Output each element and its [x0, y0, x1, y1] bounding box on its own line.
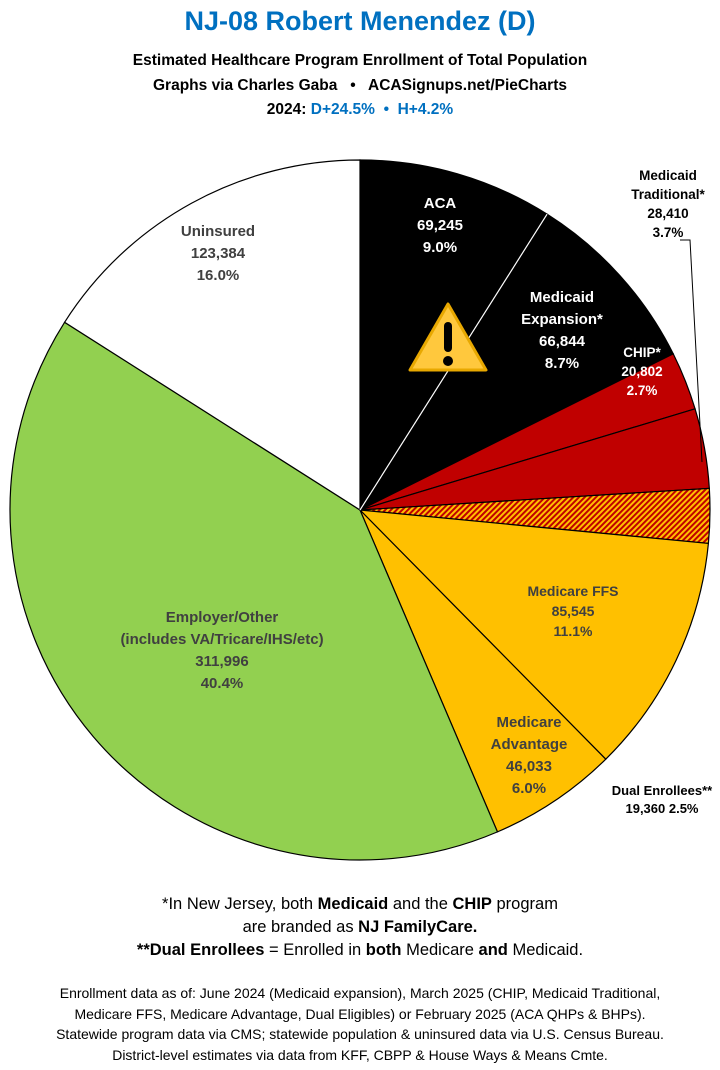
slice-label: 16.0% — [197, 267, 240, 284]
note-text: and the — [388, 895, 453, 913]
slice-label: 66,844 — [539, 333, 586, 350]
slice-label: 11.1% — [554, 623, 593, 639]
slice-label: Dual Enrollees** — [612, 783, 713, 798]
slice-label: 19,360 2.5% — [625, 801, 698, 816]
note-text: *In New Jersey, both — [162, 895, 318, 913]
slice-label: 9.0% — [423, 239, 457, 256]
credit-line: Graphs via Charles Gaba • ACASignups.net… — [153, 77, 567, 94]
footer-line: Statewide program data via CMS; statewid… — [56, 1026, 664, 1042]
chart-title: NJ-08 Robert Menendez (D) — [184, 6, 536, 36]
note-bold: and — [478, 941, 508, 959]
slice-label: 311,996 — [195, 653, 248, 670]
slice-label: 20,802 — [621, 364, 662, 379]
pie-slice-uninsured — [63, 159, 361, 512]
pie-slice-medicare-advantage — [359, 509, 607, 833]
footer-line: Enrollment data as of: June 2024 (Medica… — [59, 985, 661, 1001]
slice-label: Medicare — [496, 714, 561, 731]
margin-line: 2024: D+24.5% • H+4.2% — [0, 101, 720, 119]
source-footer: Enrollment data as of: June 2024 (Medica… — [0, 983, 720, 1065]
footer-line: District-level estimates via data from K… — [112, 1046, 608, 1063]
slice-label: ACA — [424, 195, 457, 212]
slice-label: 8.7% — [545, 355, 579, 372]
note-bold: **Dual Enrollees — [136, 941, 265, 959]
note-text: are branded as — [242, 918, 359, 936]
slice-label: CHIP* — [623, 345, 661, 360]
footer-line: Medicare FFS, Medicare Advantage, Dual E… — [74, 1005, 646, 1022]
slice-label: 2.7% — [627, 383, 658, 398]
year-label: 2024: — [266, 101, 307, 118]
slice-label: (includes VA/Tricare/IHS/etc) — [120, 631, 323, 648]
callout-line — [680, 239, 703, 463]
note-bold: both — [365, 941, 402, 959]
slice-label: 123,384 — [191, 245, 246, 262]
note-bold: CHIP — [452, 895, 492, 913]
note-text: Medicaid. — [507, 941, 584, 959]
warning-icon — [408, 302, 488, 372]
slice-label: 46,033 — [506, 758, 552, 775]
note-text: Medicare — [401, 941, 479, 959]
slice-label: 69,245 — [417, 217, 463, 234]
slice-label: 28,410 — [647, 206, 688, 221]
slice-label: Traditional* — [631, 187, 705, 202]
pie-chart: ACA 69,245 9.0% Medicaid Expansion* 66,844 8.7… — [9, 159, 713, 861]
pie-slice-employer-other — [9, 321, 499, 861]
note-text: = Enrolled in — [264, 941, 366, 959]
slice-label: 3.7% — [653, 225, 684, 240]
footnote-nj-familycare: *In New Jersey, both Medicaid and the CH… — [0, 893, 720, 962]
pie-slice-medicare-ffs — [358, 509, 710, 761]
note-bold: NJ FamilyCare. — [358, 918, 478, 936]
slice-label: Expansion* — [521, 311, 603, 328]
slice-label: Medicaid — [639, 168, 697, 183]
slice-label: Uninsured — [181, 223, 255, 240]
note-text: program — [491, 895, 558, 913]
margins: D+24.5% • H+4.2% — [310, 101, 454, 118]
note-bold: Medicaid — [317, 895, 389, 913]
slice-label: Employer/Other — [166, 609, 279, 626]
pie-slice-medicaid-expansion — [358, 213, 675, 512]
slice-label: 40.4% — [201, 675, 244, 692]
slice-label: Medicaid — [530, 289, 594, 306]
chart-subtitle: Estimated Healthcare Program Enrollment … — [132, 52, 588, 69]
slice-label: Advantage — [491, 736, 568, 753]
slice-label: Medicare FFS — [527, 583, 618, 599]
slice-label: 85,545 — [552, 603, 595, 619]
slice-label: 6.0% — [512, 780, 546, 797]
